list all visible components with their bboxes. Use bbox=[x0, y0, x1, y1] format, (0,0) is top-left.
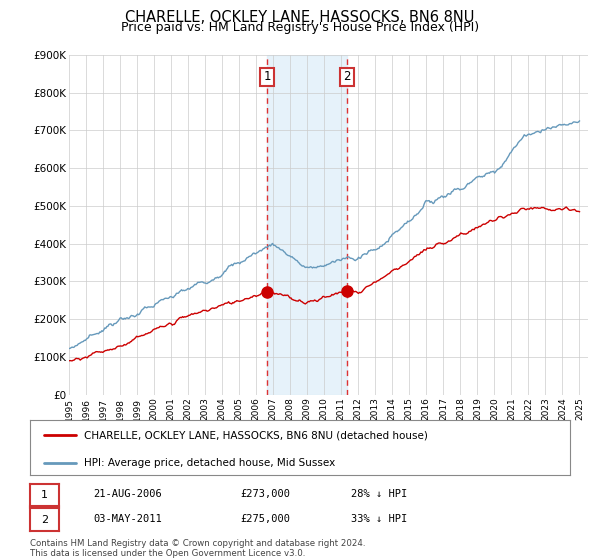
Bar bbox=[267, 55, 347, 395]
Text: CHARELLE, OCKLEY LANE, HASSOCKS, BN6 8NU: CHARELLE, OCKLEY LANE, HASSOCKS, BN6 8NU bbox=[125, 10, 475, 25]
Text: £273,000: £273,000 bbox=[240, 489, 290, 499]
Text: £275,000: £275,000 bbox=[240, 514, 290, 524]
Text: 1: 1 bbox=[263, 71, 271, 83]
Text: 1: 1 bbox=[41, 490, 48, 500]
Text: HPI: Average price, detached house, Mid Sussex: HPI: Average price, detached house, Mid … bbox=[84, 458, 335, 468]
Text: Contains HM Land Registry data © Crown copyright and database right 2024.
This d: Contains HM Land Registry data © Crown c… bbox=[30, 539, 365, 558]
Text: CHARELLE, OCKLEY LANE, HASSOCKS, BN6 8NU (detached house): CHARELLE, OCKLEY LANE, HASSOCKS, BN6 8NU… bbox=[84, 431, 428, 440]
Text: 2: 2 bbox=[41, 515, 48, 525]
Text: 33% ↓ HPI: 33% ↓ HPI bbox=[351, 514, 407, 524]
Text: Price paid vs. HM Land Registry's House Price Index (HPI): Price paid vs. HM Land Registry's House … bbox=[121, 21, 479, 34]
Text: 21-AUG-2006: 21-AUG-2006 bbox=[93, 489, 162, 499]
Text: 2: 2 bbox=[343, 71, 350, 83]
Text: 03-MAY-2011: 03-MAY-2011 bbox=[93, 514, 162, 524]
Text: 28% ↓ HPI: 28% ↓ HPI bbox=[351, 489, 407, 499]
